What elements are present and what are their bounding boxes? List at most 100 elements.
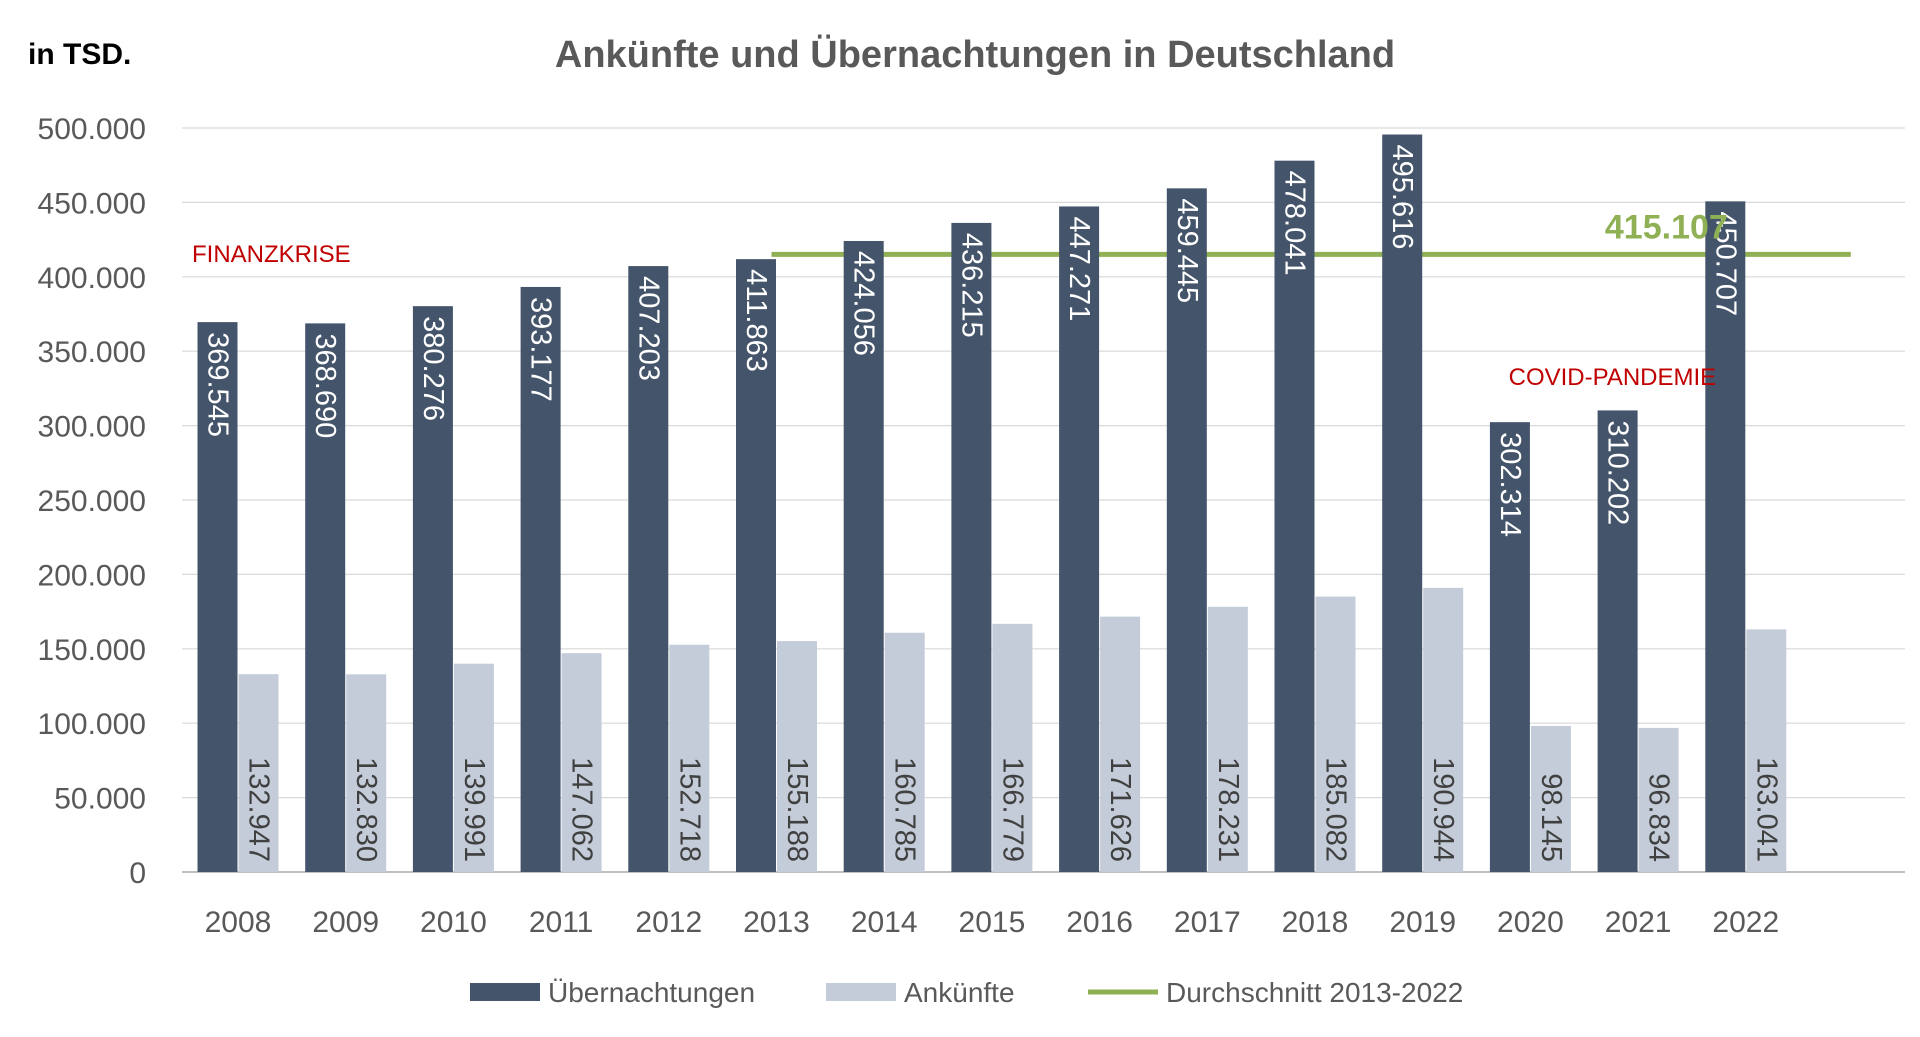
value-labels: 369.545 132.947 368.690 132.830 380.276 139.9… [202, 145, 1783, 862]
bar-uebernachtungen-2017 [1166, 188, 1207, 873]
bar-ankuenfte-2019 [1423, 587, 1464, 872]
bar-ankuenfte-2012 [669, 644, 710, 872]
value-label-uebernachtungen-2010: 380.276 [417, 316, 449, 421]
value-label-uebernachtungen-2009: 368.690 [309, 333, 341, 438]
bar-ankuenfte-2016 [1100, 616, 1141, 872]
value-label-uebernachtungen-2011: 393.177 [525, 297, 557, 402]
value-label-ankuenfte-2013: 155.188 [781, 757, 813, 862]
annotations: 415.107 FINANZKRISE COVID-PANDEMIE [192, 208, 1728, 391]
bar-ankuenfte-2008 [238, 674, 279, 872]
bar-uebernachtungen-2020 [1489, 422, 1530, 872]
x-axis: 2008 2009 2010 2011 2012 2013 2014 2015 2016 2017… [205, 906, 1780, 939]
value-label-ankuenfte-2016: 171.626 [1104, 757, 1136, 862]
value-label-uebernachtungen-2014: 424.056 [848, 251, 880, 356]
value-label-uebernachtungen-2012: 407.203 [632, 276, 664, 381]
bar-uebernachtungen-2015 [951, 222, 992, 872]
bar-ankuenfte-2014 [884, 632, 925, 872]
value-label-ankuenfte-2021: 96.834 [1643, 773, 1675, 862]
value-label-uebernachtungen-2018: 478.041 [1279, 171, 1311, 276]
legend: Übernachtungen Ankünfte Durchschnitt 201… [470, 977, 1463, 1008]
annotation-finanzkrise: FINANZKRISE [192, 241, 351, 268]
value-label-uebernachtungen-2019: 495.616 [1386, 145, 1418, 250]
y-tick-label: 50.000 [54, 783, 146, 816]
y-tick-label: 0 [129, 857, 146, 890]
value-label-ankuenfte-2010: 139.991 [458, 757, 490, 862]
value-label-ankuenfte-2019: 190.944 [1427, 757, 1459, 862]
x-tick-label-2021: 2021 [1605, 906, 1672, 939]
y-tick-label: 300.000 [38, 411, 146, 444]
chart-title: Ankünfte und Übernachtungen in Deutschla… [555, 33, 1395, 76]
value-label-ankuenfte-2011: 147.062 [566, 757, 598, 862]
value-label-uebernachtungen-2016: 447.271 [1063, 216, 1095, 321]
bar-uebernachtungen-2008 [197, 322, 238, 872]
value-label-uebernachtungen-2013: 411.863 [740, 269, 772, 372]
y-tick-label: 400.000 [38, 262, 146, 295]
bar-ankuenfte-2017 [1207, 606, 1248, 872]
y-tick-label: 250.000 [38, 485, 146, 518]
bars [197, 134, 1787, 873]
value-label-ankuenfte-2009: 132.830 [350, 757, 382, 862]
bar-ankuenfte-2010 [453, 663, 494, 872]
value-label-uebernachtungen-2015: 436.215 [955, 233, 987, 338]
legend-swatch-uebernachtungen [470, 983, 540, 1001]
bar-ankuenfte-2015 [992, 623, 1033, 872]
value-label-ankuenfte-2008: 132.947 [243, 757, 275, 862]
x-tick-label-2011: 2011 [529, 906, 594, 939]
value-label-ankuenfte-2015: 166.779 [996, 757, 1028, 862]
legend-swatch-ankuenfte [826, 983, 896, 1001]
bar-ankuenfte-2022 [1746, 629, 1787, 872]
value-label-uebernachtungen-2020: 302.314 [1494, 432, 1526, 537]
average-value-label: 415.107 [1605, 208, 1728, 246]
x-tick-label-2022: 2022 [1712, 906, 1779, 939]
y-tick-label: 100.000 [38, 708, 146, 741]
bar-uebernachtungen-2014 [843, 241, 884, 873]
x-tick-label-2013: 2013 [743, 906, 810, 939]
value-label-uebernachtungen-2021: 310.202 [1602, 420, 1634, 525]
bar-ankuenfte-2021 [1638, 727, 1679, 872]
annotation-covid-pandemie: COVID-PANDEMIE [1509, 364, 1717, 391]
x-tick-label-2018: 2018 [1282, 906, 1349, 939]
value-label-uebernachtungen-2022: 450.707 [1709, 211, 1741, 316]
bar-uebernachtungen-2011 [520, 286, 561, 872]
value-label-ankuenfte-2014: 160.785 [889, 757, 921, 862]
bar-uebernachtungen-2013 [736, 259, 776, 873]
legend-label-durchschnitt: Durchschnitt 2013-2022 [1166, 977, 1463, 1008]
unit-label: in TSD. [28, 38, 131, 71]
legend-label-uebernachtungen: Übernachtungen [548, 977, 755, 1008]
bar-ankuenfte-2020 [1530, 725, 1571, 872]
bar-uebernachtungen-2012 [628, 266, 669, 873]
x-tick-label-2019: 2019 [1389, 906, 1456, 939]
bar-uebernachtungen-2018 [1274, 160, 1315, 872]
value-label-uebernachtungen-2008: 369.545 [202, 332, 234, 437]
bar-uebernachtungen-2016 [1059, 206, 1100, 872]
y-tick-label: 150.000 [38, 634, 146, 667]
value-label-uebernachtungen-2017: 459.445 [1171, 198, 1203, 303]
y-axis: 0 50.000 100.000 150.000 200.000 250.000 300.0… [38, 113, 146, 890]
x-tick-label-2015: 2015 [959, 906, 1026, 939]
value-label-ankuenfte-2012: 152.718 [673, 757, 705, 862]
bar-uebernachtungen-2019 [1382, 134, 1423, 873]
y-tick-label: 200.000 [38, 559, 146, 592]
bar-uebernachtungen-2021 [1597, 410, 1638, 872]
value-label-ankuenfte-2022: 163.041 [1750, 757, 1782, 862]
bar-uebernachtungen-2010 [412, 306, 453, 873]
x-tick-label-2010: 2010 [420, 906, 487, 939]
y-tick-label: 450.000 [38, 187, 146, 220]
x-tick-label-2014: 2014 [851, 906, 918, 939]
bar-ankuenfte-2013 [777, 641, 817, 872]
bar-ankuenfte-2011 [561, 653, 602, 872]
x-tick-label-2016: 2016 [1066, 906, 1133, 939]
legend-label-ankuenfte: Ankünfte [904, 977, 1015, 1008]
x-tick-label-2008: 2008 [205, 906, 272, 939]
x-tick-label-2012: 2012 [635, 906, 702, 939]
bar-ankuenfte-2009 [346, 674, 387, 872]
x-tick-label-2009: 2009 [312, 906, 379, 939]
value-label-ankuenfte-2017: 178.231 [1212, 757, 1244, 862]
bar-uebernachtungen-2022 [1705, 201, 1746, 873]
bar-ankuenfte-2018 [1315, 596, 1356, 872]
x-tick-label-2017: 2017 [1174, 906, 1241, 939]
bar-uebernachtungen-2009 [305, 323, 346, 872]
x-tick-label-2020: 2020 [1497, 906, 1564, 939]
